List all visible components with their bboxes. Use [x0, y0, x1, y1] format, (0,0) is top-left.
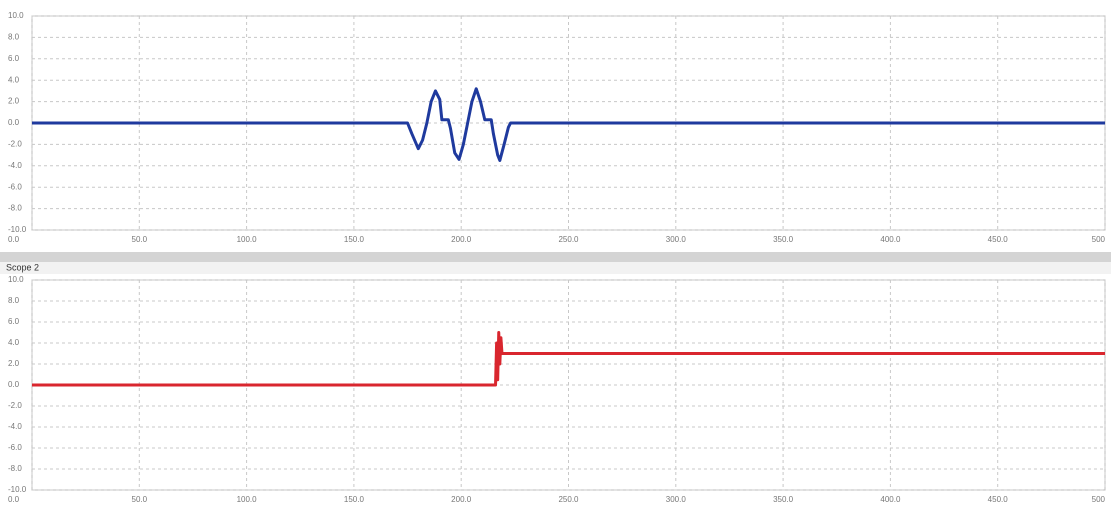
y-tick-label: 0.0 — [8, 380, 20, 389]
y-tick-label: -6.0 — [8, 443, 22, 452]
y-tick-label: 2.0 — [8, 97, 20, 106]
x-tick-label: 250.0 — [558, 235, 579, 244]
x-tick-label: 250.0 — [558, 495, 579, 504]
x-tick-label: 350.0 — [773, 235, 794, 244]
x-tick-label: 50.0 — [132, 235, 148, 244]
y-tick-label: -8.0 — [8, 204, 22, 213]
y-tick-label: 8.0 — [8, 33, 20, 42]
x-tick-label: 300.0 — [666, 235, 687, 244]
separator — [0, 252, 1111, 262]
x-tick-label: 300.0 — [666, 495, 687, 504]
x-tick-label: 150.0 — [344, 495, 365, 504]
signal-line — [32, 87, 1105, 162]
x-tick-label: 150.0 — [344, 235, 365, 244]
x-tick-label: 0.0 — [8, 235, 20, 244]
x-tick-label: 200.0 — [451, 235, 472, 244]
y-tick-label: -10.0 — [8, 485, 27, 494]
y-tick-label: 2.0 — [8, 359, 20, 368]
x-tick-label: 50.0 — [132, 495, 148, 504]
x-tick-label: 450.0 — [988, 235, 1009, 244]
y-tick-label: 10.0 — [8, 11, 24, 20]
scope-header — [0, 262, 1111, 274]
y-tick-label: -2.0 — [8, 401, 22, 410]
y-tick-label: 4.0 — [8, 75, 20, 84]
y-tick-label: 4.0 — [8, 338, 20, 347]
y-tick-label: 6.0 — [8, 54, 20, 63]
y-tick-label: 6.0 — [8, 317, 20, 326]
x-tick-label: 0.0 — [8, 495, 20, 504]
x-tick-label: 100.0 — [237, 495, 258, 504]
x-tick-label: 500 — [1092, 235, 1106, 244]
x-tick-label: 400.0 — [880, 495, 901, 504]
y-tick-label: 10.0 — [8, 275, 24, 284]
y-tick-label: -4.0 — [8, 422, 22, 431]
y-tick-label: -4.0 — [8, 161, 22, 170]
signal-line — [32, 331, 1105, 387]
y-tick-label: 0.0 — [8, 118, 20, 127]
scope-title: Scope 2 — [6, 262, 39, 272]
x-tick-label: 350.0 — [773, 495, 794, 504]
y-tick-label: -10.0 — [8, 225, 27, 234]
x-tick-label: 400.0 — [880, 235, 901, 244]
y-tick-label: -6.0 — [8, 182, 22, 191]
y-tick-label: 8.0 — [8, 296, 20, 305]
x-tick-label: 500 — [1092, 495, 1106, 504]
x-tick-label: 100.0 — [237, 235, 258, 244]
y-tick-label: -8.0 — [8, 464, 22, 473]
x-tick-label: 450.0 — [988, 495, 1009, 504]
y-tick-label: -2.0 — [8, 140, 22, 149]
x-tick-label: 200.0 — [451, 495, 472, 504]
